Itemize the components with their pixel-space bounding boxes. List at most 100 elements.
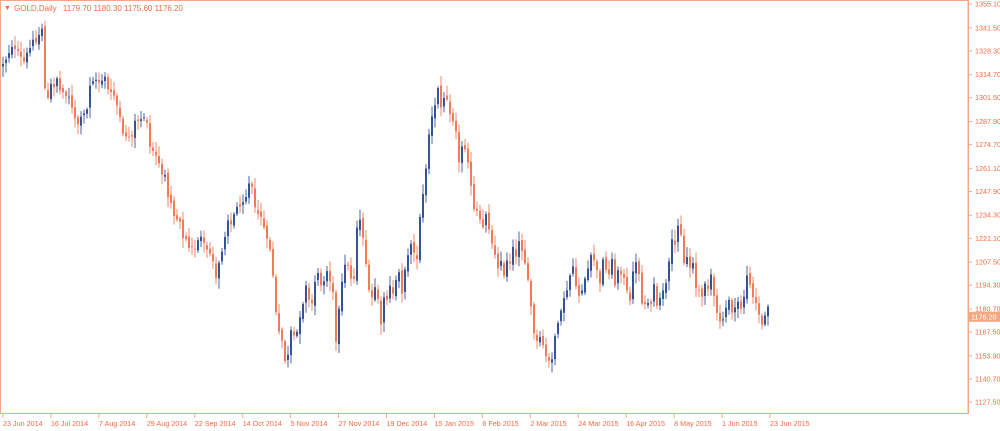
bear-candle xyxy=(599,271,601,284)
bear-candle xyxy=(503,263,505,276)
y-tick-label: 1355.10 xyxy=(975,0,1000,9)
bear-candle xyxy=(71,95,73,108)
bull-candle xyxy=(410,243,412,255)
bull-candle xyxy=(11,47,13,55)
x-tick-label: 15 Jan 2015 xyxy=(434,419,474,428)
bear-candle xyxy=(752,283,754,298)
bull-candle xyxy=(5,59,7,64)
bear-candle xyxy=(578,284,580,296)
bear-candle xyxy=(386,295,388,300)
bull-candle xyxy=(2,64,4,67)
bull-candle xyxy=(671,239,673,264)
bull-candle xyxy=(734,307,736,313)
bear-candle xyxy=(656,286,658,306)
bull-candle xyxy=(341,281,343,312)
bear-candle xyxy=(467,148,469,163)
bull-candle xyxy=(500,260,502,266)
bull-candle xyxy=(296,331,298,336)
bear-candle xyxy=(215,263,217,278)
chart-border xyxy=(0,0,969,414)
bear-candle xyxy=(206,245,208,250)
bear-candle xyxy=(413,241,415,253)
bear-candle xyxy=(623,274,625,278)
bear-candle xyxy=(542,336,544,346)
bear-candle xyxy=(59,78,61,91)
bear-candle xyxy=(209,248,211,254)
bull-candle xyxy=(581,290,583,294)
bull-candle xyxy=(389,285,391,299)
bear-candle xyxy=(761,315,763,325)
bull-candle xyxy=(725,307,727,318)
bull-candle xyxy=(443,97,445,107)
bear-candle xyxy=(239,204,241,207)
x-tick-label: 16 Jul 2014 xyxy=(51,419,88,428)
candle-series xyxy=(2,20,769,373)
bull-candle xyxy=(287,354,289,361)
bull-candle xyxy=(428,134,430,169)
x-tick-label: 27 Nov 2014 xyxy=(339,419,380,428)
y-tick-label: 1247.90 xyxy=(975,187,1000,196)
bear-candle xyxy=(680,224,682,235)
bull-candle xyxy=(317,272,319,280)
bear-candle xyxy=(377,289,379,299)
bear-candle xyxy=(107,77,109,90)
bear-candle xyxy=(260,211,262,217)
bear-candle xyxy=(452,113,454,122)
bear-candle xyxy=(650,301,652,304)
bear-candle xyxy=(35,37,37,43)
bull-candle xyxy=(512,246,514,265)
bull-candle xyxy=(407,255,409,272)
bear-candle xyxy=(593,253,595,261)
bear-candle xyxy=(473,184,475,210)
bull-candle xyxy=(602,259,604,285)
bull-candle xyxy=(101,80,103,85)
bear-candle xyxy=(311,299,313,304)
y-tick-label: 1207.50 xyxy=(975,258,1000,267)
bear-candle xyxy=(128,136,130,138)
bear-candle xyxy=(683,235,685,263)
svg-text:GOLD,Daily 1179.70 1180.: GOLD,Daily 1179.70 1180.30 1175.60 1176.… xyxy=(14,4,183,13)
bull-candle xyxy=(431,116,433,136)
bear-candle xyxy=(77,117,79,125)
bull-candle xyxy=(557,323,559,334)
bull-candle xyxy=(233,214,235,226)
bull-candle xyxy=(50,83,52,100)
bull-candle xyxy=(56,78,58,87)
bear-candle xyxy=(44,26,46,89)
bear-candle xyxy=(62,87,64,93)
y-tick-label: 1328.30 xyxy=(975,46,1000,55)
bull-candle xyxy=(554,336,556,359)
bear-candle xyxy=(371,290,373,298)
bull-candle xyxy=(584,278,586,293)
bear-candle xyxy=(515,249,517,257)
bull-candle xyxy=(437,88,439,105)
bull-candle xyxy=(647,302,649,306)
bear-candle xyxy=(401,270,403,294)
ohlc-values: 1179.70 1180.30 1175.60 1176.20 xyxy=(63,4,184,13)
bull-candle xyxy=(140,119,142,122)
bear-candle xyxy=(203,237,205,243)
bear-candle xyxy=(65,91,67,97)
bear-candle xyxy=(533,304,535,334)
bull-candle xyxy=(143,117,145,119)
bull-candle xyxy=(566,290,568,298)
bull-candle xyxy=(743,296,745,308)
bear-candle xyxy=(365,240,367,265)
x-tick-label: 22 Sep 2014 xyxy=(195,419,236,428)
bear-candle xyxy=(266,225,268,239)
bear-candle xyxy=(509,261,511,264)
bear-candle xyxy=(470,161,472,186)
triangle-down-icon[interactable]: ▼ xyxy=(4,5,11,12)
bear-candle xyxy=(749,273,751,285)
y-tick-label: 1127.50 xyxy=(975,398,1000,407)
bear-candle xyxy=(149,123,151,147)
bear-candle xyxy=(53,83,55,88)
bear-candle xyxy=(122,118,124,134)
bear-candle xyxy=(146,119,148,123)
bull-candle xyxy=(326,271,328,282)
bull-candle xyxy=(635,262,637,274)
y-tick-label: 1140.70 xyxy=(975,374,1000,383)
bear-candle xyxy=(713,276,715,297)
bear-candle xyxy=(263,218,265,228)
